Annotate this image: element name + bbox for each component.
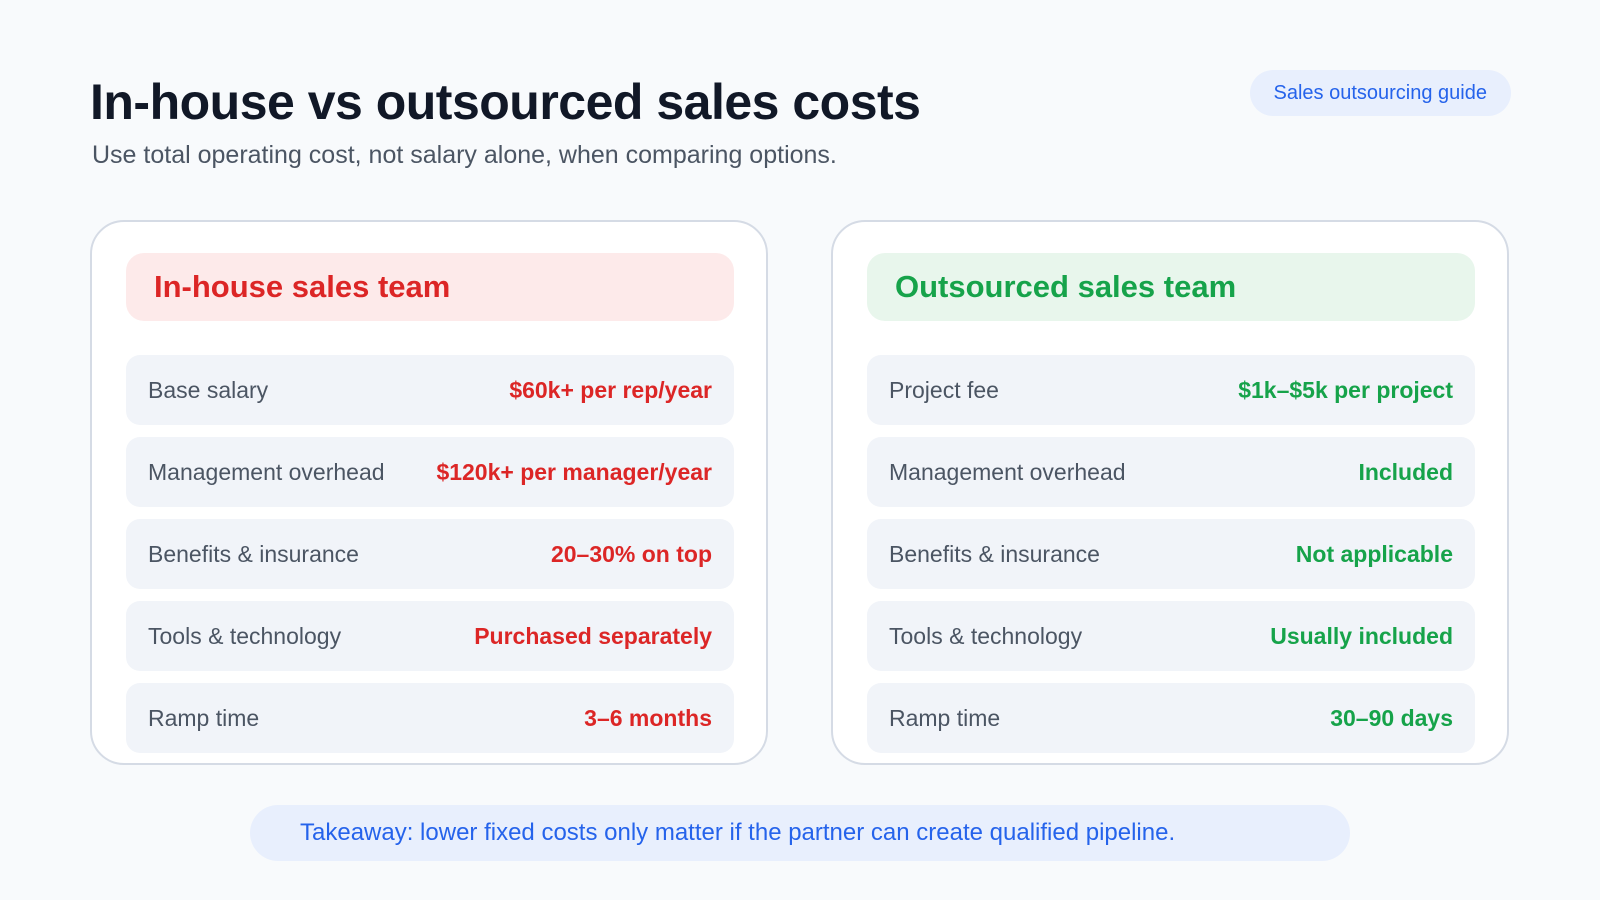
- inhouse-row-ramp-time: Ramp time 3–6 months: [126, 683, 734, 753]
- row-value: Purchased separately: [474, 622, 712, 649]
- row-value: Included: [1358, 458, 1453, 485]
- inhouse-row-tools-technology: Tools & technology Purchased separately: [126, 601, 734, 671]
- row-label: Ramp time: [889, 704, 1001, 731]
- row-value: 30–90 days: [1330, 704, 1453, 731]
- row-label: Management overhead: [889, 458, 1126, 485]
- outsourced-cost-list: Project fee $1k–$5k per project Manageme…: [867, 355, 1475, 765]
- row-label: Benefits & insurance: [148, 540, 359, 567]
- outsourced-row-ramp-time: Ramp time 30–90 days: [867, 683, 1475, 753]
- outsourced-card: Outsourced sales team Project fee $1k–$5…: [831, 220, 1509, 765]
- inhouse-row-management-overhead: Management overhead $120k+ per manager/y…: [126, 437, 734, 507]
- row-label: Project fee: [889, 376, 999, 403]
- page-subtitle: Use total operating cost, not salary alo…: [92, 141, 837, 169]
- row-value: 20–30% on top: [550, 540, 712, 567]
- row-value: 3–6 months: [584, 704, 712, 731]
- page-title: In-house vs outsourced sales costs: [90, 74, 921, 130]
- sales-outsourcing-guide-link[interactable]: Sales outsourcing guide: [1249, 70, 1511, 116]
- outsourced-row-benefits-insurance: Benefits & insurance Not applicable: [867, 519, 1475, 589]
- inhouse-row-base-salary: Base salary $60k+ per rep/year: [126, 355, 734, 425]
- takeaway-banner: Takeaway: lower fixed costs only matter …: [250, 805, 1350, 861]
- row-label: Ramp time: [148, 704, 260, 731]
- inhouse-row-benefits-insurance: Benefits & insurance 20–30% on top: [126, 519, 734, 589]
- row-value: Not applicable: [1295, 540, 1453, 567]
- inhouse-cost-list: Base salary $60k+ per rep/year Managemen…: [126, 355, 734, 765]
- row-label: Tools & technology: [889, 622, 1083, 649]
- inhouse-card-title: In-house sales team: [126, 253, 734, 321]
- outsourced-row-management-overhead: Management overhead Included: [867, 437, 1475, 507]
- row-label: Management overhead: [148, 458, 385, 485]
- row-value: $1k–$5k per project: [1238, 376, 1453, 403]
- row-label: Benefits & insurance: [889, 540, 1100, 567]
- row-value: $120k+ per manager/year: [436, 458, 712, 485]
- row-value: $60k+ per rep/year: [509, 376, 712, 403]
- outsourced-card-title: Outsourced sales team: [867, 253, 1475, 321]
- inhouse-card: In-house sales team Base salary $60k+ pe…: [90, 220, 768, 765]
- row-label: Base salary: [148, 376, 269, 403]
- outsourced-row-project-fee: Project fee $1k–$5k per project: [867, 355, 1475, 425]
- outsourced-row-tools-technology: Tools & technology Usually included: [867, 601, 1475, 671]
- row-label: Tools & technology: [148, 622, 342, 649]
- row-value: Usually included: [1270, 622, 1453, 649]
